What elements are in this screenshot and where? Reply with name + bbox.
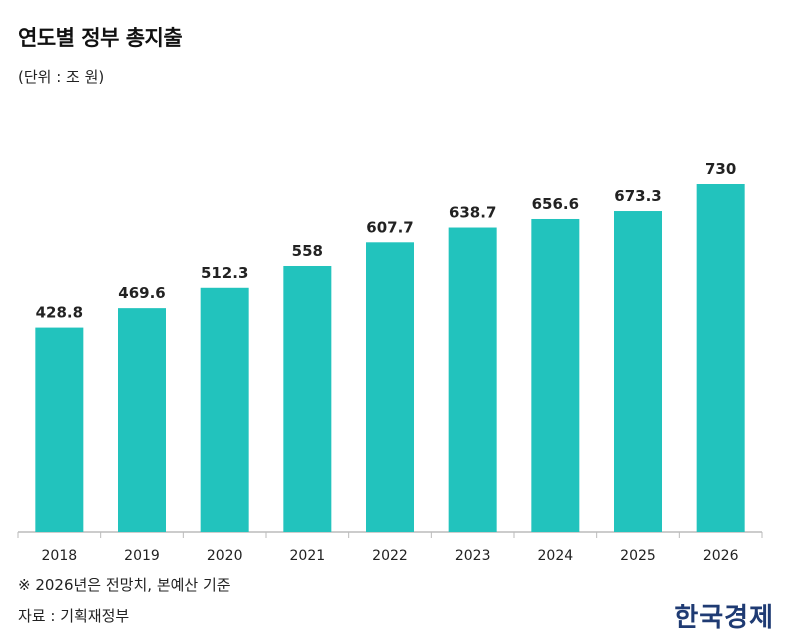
data-label-2019: 469.6	[118, 284, 165, 302]
x-tick-label-2024: 2024	[538, 548, 574, 564]
bar-2025	[614, 211, 662, 532]
bar-2020	[200, 287, 249, 532]
chart-title: 연도별 정부 총지출	[18, 26, 183, 50]
source-text: 자료 : 기획재정부	[18, 607, 130, 625]
data-label-2018: 428.8	[36, 304, 83, 322]
footnote: ※ 2026년은 전망치, 본예산 기준	[18, 576, 231, 594]
bar-2022	[366, 242, 414, 532]
unit-label: (단위 : 조 원)	[18, 68, 105, 86]
bar-2021	[283, 265, 332, 532]
x-tick-label-2022: 2022	[372, 548, 408, 564]
data-label-2026: 730	[705, 160, 736, 178]
x-tick-label-2026: 2026	[703, 548, 739, 564]
data-label-2021: 558	[292, 242, 323, 260]
publisher-logo: 한국경제	[674, 603, 774, 633]
bar-2026	[696, 184, 745, 532]
x-tick-label-2021: 2021	[290, 548, 326, 564]
data-label-2022: 607.7	[366, 218, 413, 236]
x-tick-label-2019: 2019	[124, 548, 160, 564]
x-tick-label-2018: 2018	[42, 548, 78, 564]
bar-2019	[118, 308, 166, 532]
bar-2024	[531, 218, 580, 532]
x-tick-label-2023: 2023	[455, 548, 491, 564]
bar-2023	[448, 227, 497, 532]
data-label-2020: 512.3	[201, 264, 248, 282]
x-tick-label-2020: 2020	[207, 548, 243, 564]
data-label-2024: 656.6	[532, 195, 579, 213]
data-label-2023: 638.7	[449, 204, 496, 222]
x-tick-label-2025: 2025	[620, 548, 656, 564]
bar-2018	[35, 327, 84, 532]
data-label-2025: 673.3	[614, 187, 661, 205]
